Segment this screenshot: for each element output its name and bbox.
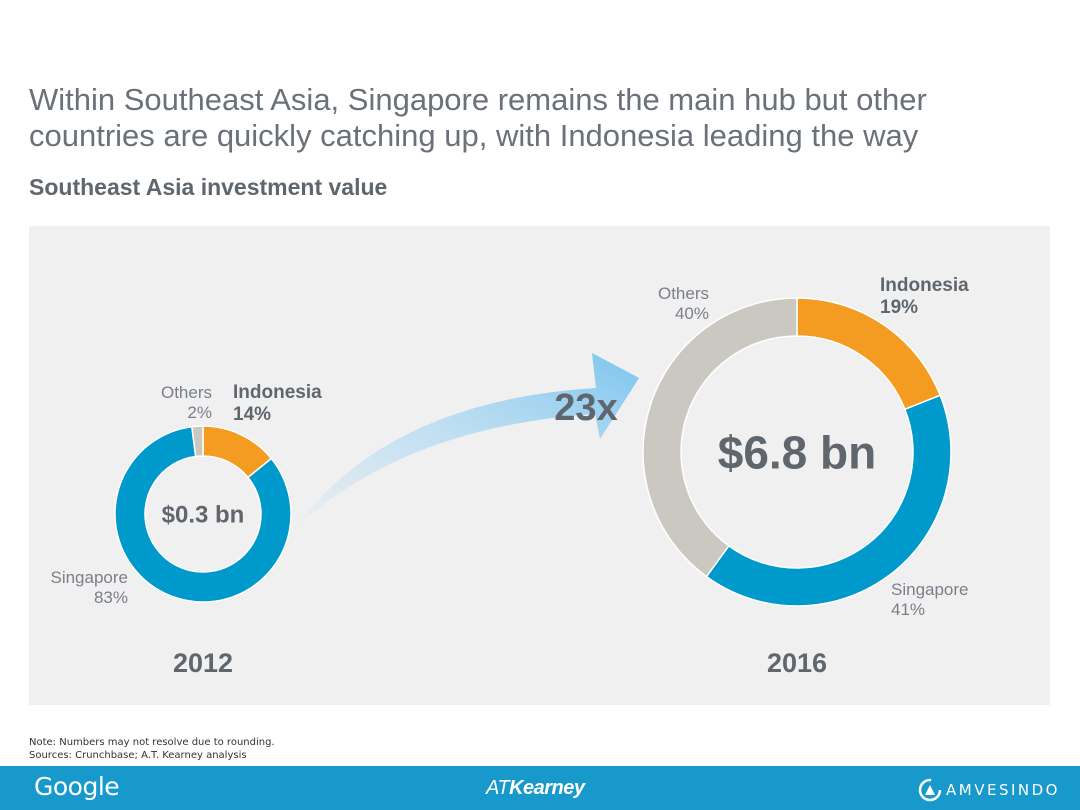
chart-subtitle: Southeast Asia investment value (29, 174, 388, 200)
year-label-2016: 2016 (767, 648, 827, 678)
rounding-note: Note: Numbers may not resolve due to rou… (29, 737, 275, 748)
label-singapore-2012: Singapore (50, 568, 128, 587)
center-total-2016: $6.8 bn (718, 427, 877, 479)
slice-singapore-2012 (114, 425, 292, 603)
atkearney-logo-prefix: AT (486, 777, 510, 799)
label-indonesia-2012: Indonesia (233, 382, 322, 403)
value-others-2016: 40% (675, 304, 709, 323)
value-indonesia-2016: 19% (880, 297, 918, 318)
slice-others-2016 (642, 297, 798, 578)
atkearney-logo: ATKearney (486, 777, 585, 800)
slice-others-2012 (191, 425, 204, 458)
label-indonesia-2016: Indonesia (880, 275, 969, 296)
growth-label: 23x (554, 387, 617, 429)
google-logo-text: Google (34, 772, 120, 801)
value-singapore-2012: 83% (94, 588, 128, 607)
atkearney-logo-name: Kearney (509, 777, 585, 799)
amvesindo-logo-text: AMVESINDO (946, 781, 1060, 799)
year-label-2012: 2012 (173, 648, 233, 678)
amvesindo-logo: AMVESINDO (918, 778, 1060, 802)
value-others-2012: 2% (187, 403, 212, 422)
label-others-2016: Others (658, 284, 709, 303)
google-logo: Google (34, 772, 120, 801)
growth-arrow (297, 353, 639, 526)
footnote: Note: Numbers may not resolve due to rou… (29, 736, 275, 762)
amvesindo-mark-icon (918, 778, 942, 802)
label-others-2012: Others (161, 383, 212, 402)
center-total-2012: $0.3 bn (162, 502, 245, 529)
label-singapore-2016: Singapore (891, 580, 969, 599)
chart-panel: 23x Indonesia 14% Singapore 83% Others 2% $0.3… (29, 226, 1050, 705)
value-indonesia-2012: 14% (233, 404, 271, 425)
value-singapore-2016: 41% (891, 600, 925, 619)
footer-bar: Google ATKearney AMVESINDO (0, 766, 1080, 810)
slice-singapore-2016 (705, 394, 952, 607)
sources-note: Sources: Crunchbase; A.T. Kearney analys… (29, 750, 247, 761)
slice-indonesia-2016 (796, 297, 942, 411)
page-title: Within Southeast Asia, Singapore remains… (29, 82, 927, 153)
donut-charts: 23x Indonesia14%Singapore83%Others2%$0.3… (50, 275, 969, 678)
